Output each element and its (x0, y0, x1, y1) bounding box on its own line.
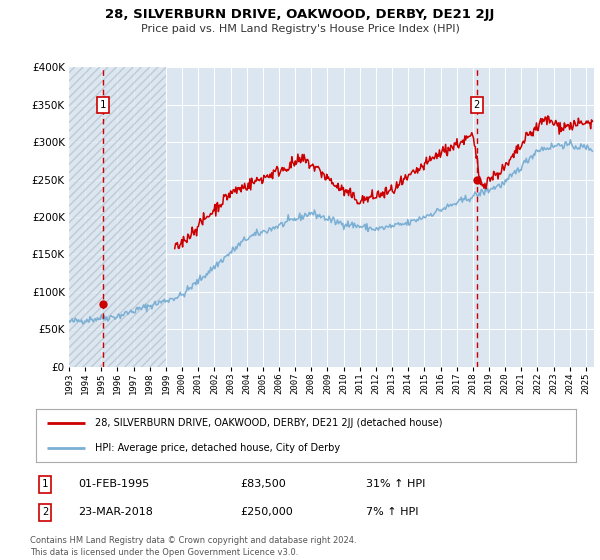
Text: 28, SILVERBURN DRIVE, OAKWOOD, DERBY, DE21 2JJ: 28, SILVERBURN DRIVE, OAKWOOD, DERBY, DE… (106, 8, 494, 21)
Text: 1: 1 (42, 479, 48, 489)
Text: 2: 2 (42, 507, 48, 517)
Text: £250,000: £250,000 (240, 507, 293, 517)
Text: £83,500: £83,500 (240, 479, 286, 489)
Text: 1: 1 (100, 100, 106, 110)
Text: 7% ↑ HPI: 7% ↑ HPI (366, 507, 419, 517)
Text: HPI: Average price, detached house, City of Derby: HPI: Average price, detached house, City… (95, 442, 341, 452)
Text: 31% ↑ HPI: 31% ↑ HPI (366, 479, 425, 489)
Text: 28, SILVERBURN DRIVE, OAKWOOD, DERBY, DE21 2JJ (detached house): 28, SILVERBURN DRIVE, OAKWOOD, DERBY, DE… (95, 418, 443, 428)
Text: Price paid vs. HM Land Registry's House Price Index (HPI): Price paid vs. HM Land Registry's House … (140, 24, 460, 34)
Text: 01-FEB-1995: 01-FEB-1995 (78, 479, 149, 489)
Bar (69, 67, 166, 367)
Text: Contains HM Land Registry data © Crown copyright and database right 2024.
This d: Contains HM Land Registry data © Crown c… (30, 536, 356, 557)
Text: 23-MAR-2018: 23-MAR-2018 (78, 507, 153, 517)
Text: 2: 2 (473, 100, 479, 110)
